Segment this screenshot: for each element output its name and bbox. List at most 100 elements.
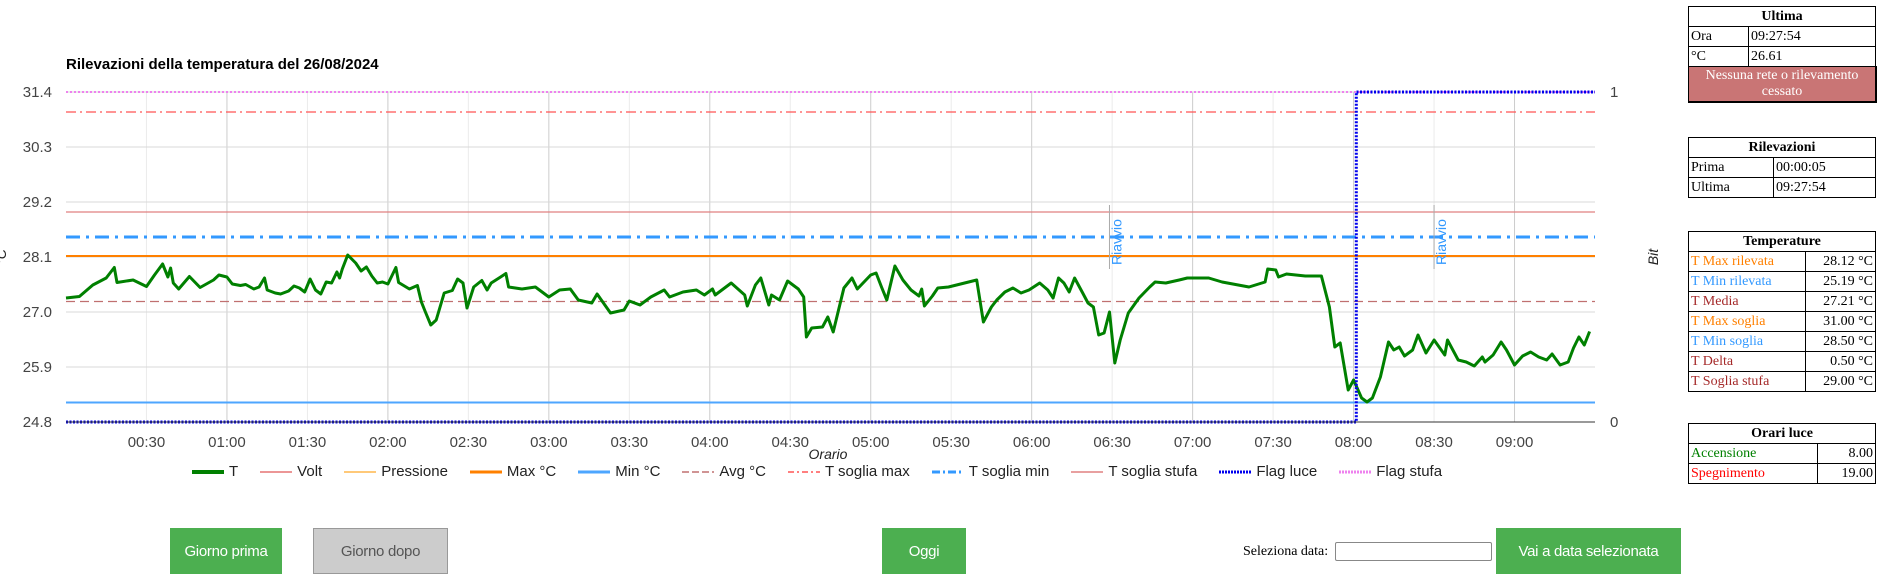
y2-tick-label: 1 [1610, 84, 1618, 101]
x-tick-label: 07:00 [1174, 434, 1212, 451]
y2-axis-title: Bit [1645, 248, 1661, 265]
row-value: 28.12 °C [1805, 251, 1876, 272]
x-tick-label: 08:00 [1335, 434, 1373, 451]
legend-label: Min °C [615, 463, 661, 480]
row-value: 19.00 [1817, 463, 1876, 484]
table-row: T Min soglia 28.50 °C [1688, 331, 1876, 352]
row-label: T Soglia stufa [1688, 371, 1806, 392]
x-tick-label: 01:30 [289, 434, 327, 451]
legend-swatch [1071, 470, 1104, 473]
table-row: Accensione 8.00 [1688, 443, 1876, 464]
legend-swatch [192, 469, 224, 474]
rilevazioni-title: Rilevazioni [1688, 137, 1876, 158]
x-tick-label: 06:30 [1093, 434, 1131, 451]
chart-title: Rilevazioni della temperatura del 26/08/… [66, 56, 379, 73]
legend-item[interactable]: Volt [260, 463, 322, 480]
row-label: T Min rilevata [1688, 271, 1806, 292]
legend-swatch [344, 470, 377, 473]
orari-luce-table: Orari luce Accensione 8.00 Spegnimento 19.0… [1688, 423, 1876, 484]
row-value: 31.00 °C [1805, 311, 1876, 332]
legend-swatch [469, 470, 502, 473]
row-label: T Media [1688, 291, 1806, 312]
ultima-value: 09:27:54 [1748, 26, 1876, 47]
y-tick-label: 28.1 [23, 249, 52, 266]
row-value: 25.19 °C [1805, 271, 1876, 292]
legend-item[interactable]: Max °C [469, 463, 557, 480]
legend-label: T soglia stufa [1108, 463, 1198, 480]
chart-legend: T Volt Pressione Max °C Min °C Avg °C T soglia… [192, 463, 1464, 480]
row-label: T Max rilevata [1688, 251, 1806, 272]
legend-swatch [1219, 470, 1252, 473]
row-value: 28.50 °C [1805, 331, 1876, 352]
legend-item[interactable]: T [192, 463, 238, 480]
legend-label: Flag luce [1256, 463, 1318, 480]
x-tick-label: 04:00 [691, 434, 729, 451]
x-tick-label: 07:30 [1254, 434, 1292, 451]
x-tick-label: 02:00 [369, 434, 407, 451]
x-tick-label: 06:00 [1013, 434, 1051, 451]
rilevazioni-label: Prima [1688, 157, 1774, 178]
legend-label: T soglia min [968, 463, 1050, 480]
table-row: T Media 27.21 °C [1688, 291, 1876, 312]
next-day-button[interactable]: Giorno dopo [313, 528, 448, 574]
series-t-line [65, 253, 1591, 404]
legend-label: Volt [297, 463, 323, 480]
temperature-chart: Rilevazioni della temperatura del 26/08/… [0, 56, 1661, 460]
y-tick-label: 27.0 [23, 304, 52, 321]
legend-item[interactable]: Flag stufa [1339, 463, 1442, 480]
y-tick-label: 25.9 [23, 359, 52, 376]
orari-luce-title: Orari luce [1688, 423, 1876, 444]
row-value: 0.50 °C [1805, 351, 1876, 372]
legend-label: Max °C [506, 463, 557, 480]
legend-label: Flag stufa [1376, 463, 1443, 480]
rilevazioni-value: 00:00:05 [1773, 157, 1876, 178]
date-input[interactable] [1335, 542, 1492, 561]
legend-swatch [1339, 470, 1372, 473]
today-button[interactable]: Oggi [882, 528, 966, 574]
temperature-title: Temperature [1688, 231, 1876, 252]
annotation-label: Riavvio [1108, 219, 1124, 265]
row-label: T Delta [1688, 351, 1806, 372]
y-tick-label: 31.4 [23, 84, 52, 101]
legend-label: T soglia max [825, 463, 910, 480]
table-row: T Max soglia 31.00 °C [1688, 311, 1876, 332]
x-tick-label: 09:00 [1496, 434, 1534, 451]
x-tick-label: 03:30 [611, 434, 649, 451]
legend-swatch [788, 470, 820, 473]
x-tick-label: 08:30 [1415, 434, 1453, 451]
rilevazioni-value: 09:27:54 [1773, 177, 1876, 198]
legend-item[interactable]: Min °C [578, 463, 660, 480]
legend-swatch [578, 470, 611, 473]
legend-item[interactable]: Flag luce [1219, 463, 1317, 480]
status-alert: Nessuna rete o rilevamento cessato [1687, 65, 1877, 103]
legend-item[interactable]: T soglia max [788, 463, 910, 480]
table-row: T Min rilevata 25.19 °C [1688, 271, 1876, 292]
rilevazioni-label: Ultima [1688, 177, 1774, 198]
legend-item[interactable]: T soglia stufa [1071, 463, 1197, 480]
y-axis-title: °C [0, 248, 9, 265]
prev-day-button[interactable]: Giorno prima [170, 528, 282, 574]
row-value: 8.00 [1817, 443, 1876, 464]
legend-label: T [229, 463, 239, 480]
go-to-date-button[interactable]: Vai a data selezionata [1496, 528, 1681, 574]
y-tick-label: 30.3 [23, 139, 52, 156]
row-value: 27.21 °C [1805, 291, 1876, 312]
table-row: T Delta 0.50 °C [1688, 351, 1876, 372]
legend-swatch [931, 470, 964, 473]
table-row: Spegnimento 19.00 [1688, 463, 1876, 484]
table-row: T Max rilevata 28.12 °C [1688, 251, 1876, 272]
annotation-label: Riavvio [1433, 219, 1449, 265]
row-label: T Max soglia [1688, 311, 1806, 332]
row-label: Accensione [1688, 443, 1818, 464]
legend-item[interactable]: T soglia min [931, 463, 1050, 480]
legend-item[interactable]: Avg °C [682, 463, 766, 480]
legend-label: Pressione [381, 463, 448, 480]
legend-item[interactable]: Pressione [344, 463, 448, 480]
x-tick-label: 02:30 [450, 434, 488, 451]
legend-label: Avg °C [719, 463, 766, 480]
x-tick-label: 04:30 [771, 434, 809, 451]
temperature-table: Temperature T Max rilevata 28.12 °C T Min … [1688, 231, 1876, 392]
axes: 31.4 30.3 29.2 28.1 27.0 25.9 24.8 1 0 00:30 01:00… [23, 84, 1619, 451]
table-row: T Soglia stufa 29.00 °C [1688, 371, 1876, 392]
y2-tick-label: 0 [1610, 414, 1618, 431]
